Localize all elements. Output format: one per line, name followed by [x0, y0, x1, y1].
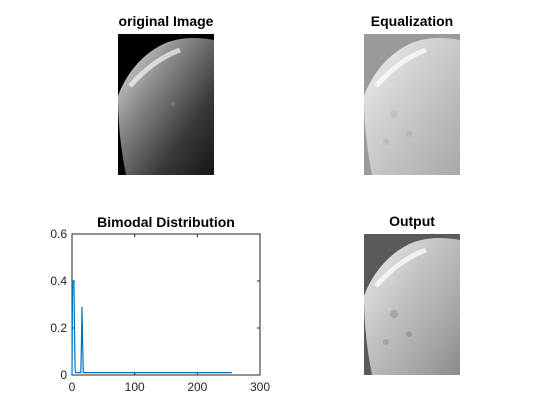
- x-tick-label: 0: [69, 380, 76, 394]
- x-tick-label: 300: [250, 380, 270, 394]
- chart-title: Bimodal Distribution: [97, 214, 235, 230]
- original-image-title: original Image: [118, 13, 214, 29]
- y-tick-label: 0.4: [50, 274, 67, 288]
- x-tick-label: 100: [125, 380, 145, 394]
- plot-area: [71, 233, 261, 376]
- series-line-0: [71, 280, 232, 376]
- x-tick-label: 200: [187, 380, 207, 394]
- output-image: [364, 234, 460, 375]
- original-image: [118, 34, 214, 175]
- equalization-image: [364, 34, 460, 175]
- output-title: Output: [389, 213, 435, 229]
- y-tick-label: 0.2: [50, 321, 67, 335]
- y-tick-label: 0.6: [50, 227, 67, 241]
- y-tick-label: 0: [60, 368, 67, 382]
- equalization-title: Equalization: [370, 13, 454, 29]
